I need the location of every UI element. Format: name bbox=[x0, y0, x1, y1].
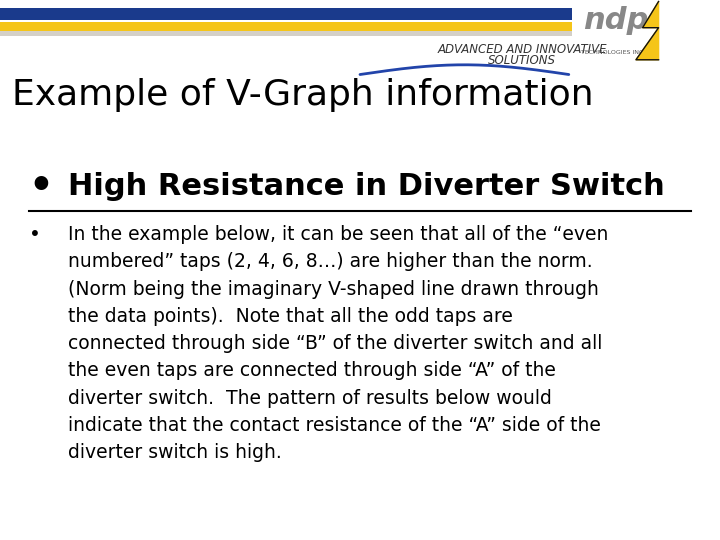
Text: •: • bbox=[29, 225, 40, 244]
Text: In the example below, it can be seen that all of the “even
numbered” taps (2, 4,: In the example below, it can be seen tha… bbox=[68, 225, 609, 462]
Text: ADVANCED AND INNOVATIVE: ADVANCED AND INNOVATIVE bbox=[437, 43, 607, 56]
Text: TECHNOLOGIES INC.: TECHNOLOGIES INC. bbox=[581, 50, 646, 55]
Text: Example of V-Graph information: Example of V-Graph information bbox=[12, 78, 593, 111]
Bar bbox=[0, 22, 572, 31]
Text: ndp: ndp bbox=[583, 6, 649, 35]
Text: SOLUTIONS: SOLUTIONS bbox=[488, 54, 556, 67]
Text: •: • bbox=[29, 167, 54, 205]
Bar bbox=[0, 31, 572, 36]
Bar bbox=[0, 8, 572, 20]
Text: High Resistance in Diverter Switch: High Resistance in Diverter Switch bbox=[68, 172, 665, 201]
Polygon shape bbox=[636, 2, 659, 60]
